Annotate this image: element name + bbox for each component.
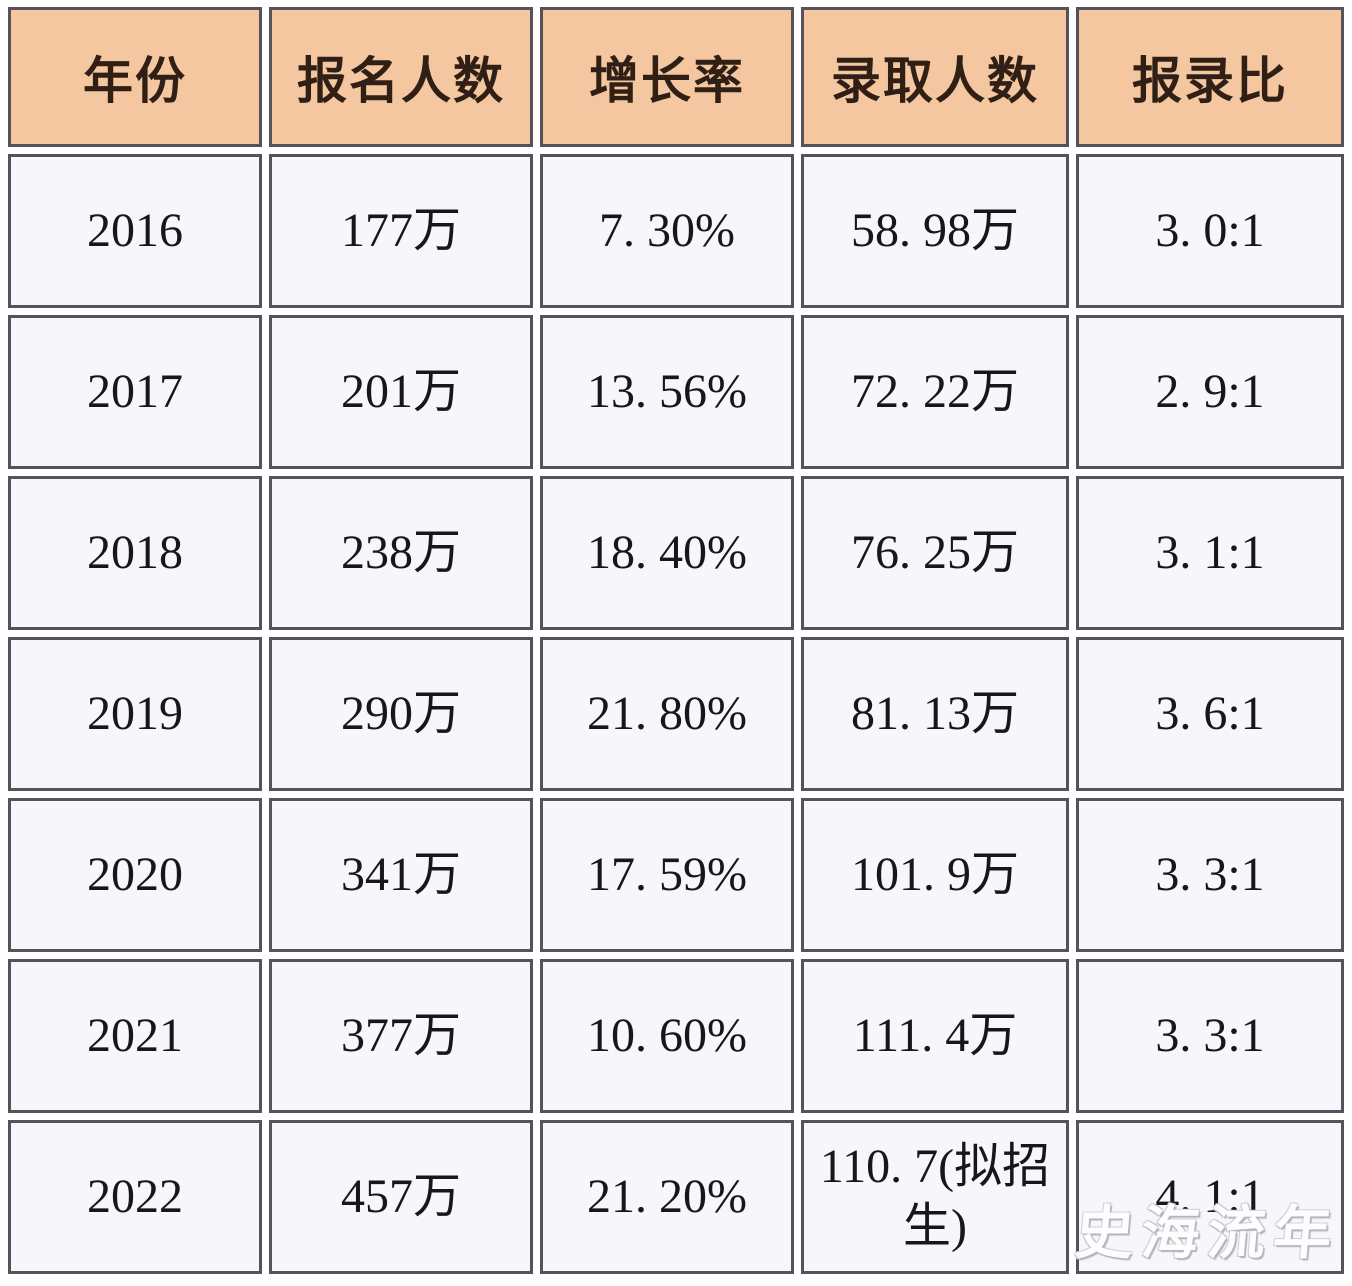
cell-growth-rate: 21. 20% bbox=[540, 1120, 794, 1274]
col-header-admitted: 录取人数 bbox=[801, 7, 1069, 147]
table-body: 2016 177万 7. 30% 58. 98万 3. 0:1 2017 201万 13. 5… bbox=[8, 154, 1344, 1274]
cell-applicants: 341万 bbox=[269, 798, 533, 952]
table-row: 2018 238万 18. 40% 76. 25万 3. 1:1 bbox=[8, 476, 1344, 630]
cell-ratio: 3. 3:1 bbox=[1076, 959, 1344, 1113]
cell-growth-rate: 17. 59% bbox=[540, 798, 794, 952]
cell-year: 2018 bbox=[8, 476, 262, 630]
cell-admitted: 111. 4万 bbox=[801, 959, 1069, 1113]
cell-year: 2019 bbox=[8, 637, 262, 791]
table-row: 2020 341万 17. 59% 101. 9万 3. 3:1 bbox=[8, 798, 1344, 952]
cell-applicants: 201万 bbox=[269, 315, 533, 469]
col-header-ratio: 报录比 bbox=[1076, 7, 1344, 147]
cell-year: 2020 bbox=[8, 798, 262, 952]
cell-growth-rate: 10. 60% bbox=[540, 959, 794, 1113]
table-row: 2016 177万 7. 30% 58. 98万 3. 0:1 bbox=[8, 154, 1344, 308]
cell-year: 2021 bbox=[8, 959, 262, 1113]
cell-admitted: 110. 7(拟招生) bbox=[801, 1120, 1069, 1274]
cell-ratio: 4. 1:1 bbox=[1076, 1120, 1344, 1274]
cell-ratio: 3. 1:1 bbox=[1076, 476, 1344, 630]
cell-admitted: 72. 22万 bbox=[801, 315, 1069, 469]
cell-growth-rate: 18. 40% bbox=[540, 476, 794, 630]
cell-admitted: 81. 13万 bbox=[801, 637, 1069, 791]
cell-ratio: 3. 6:1 bbox=[1076, 637, 1344, 791]
cell-applicants: 290万 bbox=[269, 637, 533, 791]
header-row: 年份 报名人数 增长率 录取人数 报录比 bbox=[8, 7, 1344, 147]
cell-applicants: 377万 bbox=[269, 959, 533, 1113]
col-header-growth-rate: 增长率 bbox=[540, 7, 794, 147]
table-row: 2022 457万 21. 20% 110. 7(拟招生) 4. 1:1 bbox=[8, 1120, 1344, 1274]
cell-admitted: 58. 98万 bbox=[801, 154, 1069, 308]
cell-ratio: 3. 3:1 bbox=[1076, 798, 1344, 952]
table-row: 2019 290万 21. 80% 81. 13万 3. 6:1 bbox=[8, 637, 1344, 791]
table-header: 年份 报名人数 增长率 录取人数 报录比 bbox=[8, 7, 1344, 147]
col-header-year: 年份 bbox=[8, 7, 262, 147]
table-row: 2017 201万 13. 56% 72. 22万 2. 9:1 bbox=[8, 315, 1344, 469]
table-row: 2021 377万 10. 60% 111. 4万 3. 3:1 bbox=[8, 959, 1344, 1113]
cell-year: 2016 bbox=[8, 154, 262, 308]
cell-growth-rate: 7. 30% bbox=[540, 154, 794, 308]
cell-year: 2022 bbox=[8, 1120, 262, 1274]
cell-year: 2017 bbox=[8, 315, 262, 469]
cell-admitted: 101. 9万 bbox=[801, 798, 1069, 952]
cell-ratio: 2. 9:1 bbox=[1076, 315, 1344, 469]
cell-ratio: 3. 0:1 bbox=[1076, 154, 1344, 308]
col-header-applicants: 报名人数 bbox=[269, 7, 533, 147]
cell-admitted: 76. 25万 bbox=[801, 476, 1069, 630]
cell-growth-rate: 13. 56% bbox=[540, 315, 794, 469]
cell-applicants: 457万 bbox=[269, 1120, 533, 1274]
cell-applicants: 177万 bbox=[269, 154, 533, 308]
cell-applicants: 238万 bbox=[269, 476, 533, 630]
cell-growth-rate: 21. 80% bbox=[540, 637, 794, 791]
